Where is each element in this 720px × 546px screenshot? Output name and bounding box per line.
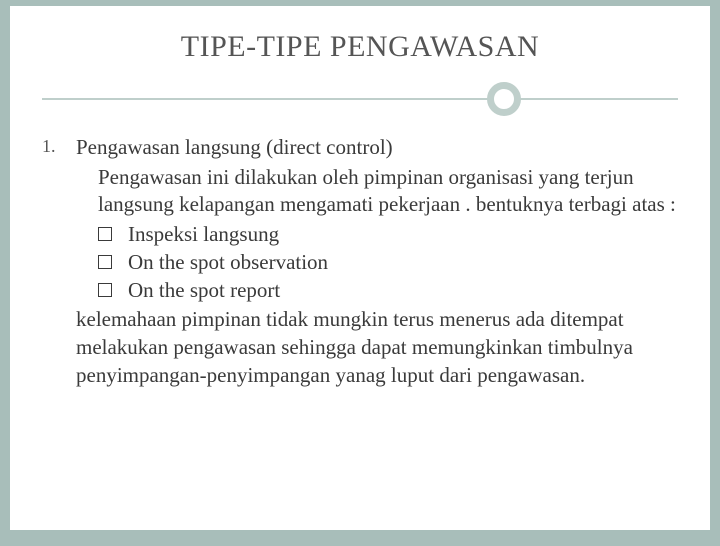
bullet-list: Inspeksi langsung On the spot observatio… — [76, 221, 678, 304]
bullet-label: On the spot observation — [128, 249, 328, 277]
content-area: 1. Pengawasan langsung (direct control) … — [42, 134, 678, 389]
bullet-item: On the spot report — [98, 277, 678, 305]
body-text: Pengawasan langsung (direct control) Pen… — [76, 134, 678, 389]
item-title: Pengawasan langsung (direct control) — [76, 134, 678, 162]
bullet-label: Inspeksi langsung — [128, 221, 279, 249]
list-number: 1. — [42, 134, 76, 157]
divider-circle-icon — [487, 82, 521, 116]
checkbox-icon — [98, 227, 112, 241]
bullet-label: On the spot report — [128, 277, 280, 305]
bullet-item: On the spot observation — [98, 249, 678, 277]
divider — [42, 82, 678, 116]
bullet-item: Inspeksi langsung — [98, 221, 678, 249]
slide-title: TIPE-TIPE PENGAWASAN — [42, 30, 678, 64]
item-description: Pengawasan ini dilakukan oleh pimpinan o… — [76, 164, 678, 219]
closing-text: kelemahaan pimpinan tidak mungkin terus … — [76, 306, 678, 389]
checkbox-icon — [98, 255, 112, 269]
slide: TIPE-TIPE PENGAWASAN 1. Pengawasan langs… — [10, 6, 710, 530]
checkbox-icon — [98, 283, 112, 297]
